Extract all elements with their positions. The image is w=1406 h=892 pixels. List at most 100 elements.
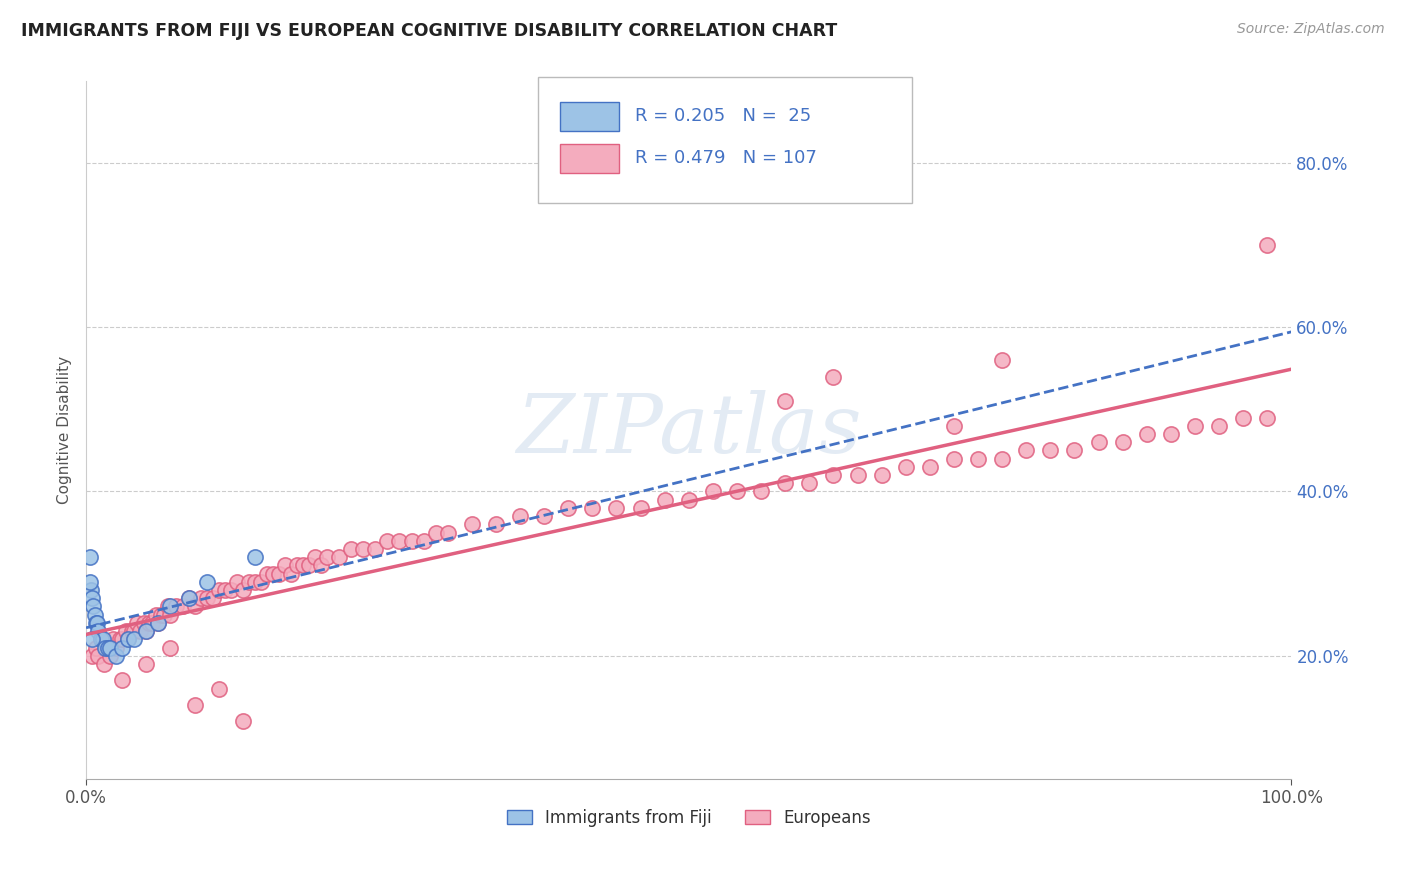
Point — [846, 468, 869, 483]
Point — [533, 509, 555, 524]
Point — [108, 632, 131, 647]
Point — [111, 640, 134, 655]
Point — [159, 607, 181, 622]
Point — [799, 476, 821, 491]
Point — [509, 509, 531, 524]
Point — [262, 566, 284, 581]
Point — [243, 574, 266, 589]
Point — [145, 607, 167, 622]
Point — [773, 394, 796, 409]
Point — [80, 582, 103, 597]
Point — [98, 648, 121, 663]
Point — [101, 632, 124, 647]
Point — [401, 533, 423, 548]
Point — [702, 484, 724, 499]
Point — [172, 599, 194, 614]
Point — [340, 541, 363, 556]
Point — [90, 632, 112, 647]
Point — [894, 459, 917, 474]
Point — [84, 615, 107, 630]
Point — [208, 582, 231, 597]
Point — [1232, 410, 1254, 425]
Point — [125, 615, 148, 630]
Point — [159, 599, 181, 614]
Point — [274, 558, 297, 573]
Point — [1160, 427, 1182, 442]
Point — [183, 698, 205, 712]
Point — [135, 657, 157, 671]
Point — [309, 558, 332, 573]
Point — [93, 657, 115, 671]
Point — [918, 459, 941, 474]
Point — [377, 533, 399, 548]
Point — [121, 624, 143, 639]
Point — [485, 517, 508, 532]
Point — [190, 591, 212, 606]
Point — [117, 632, 139, 647]
Point — [250, 574, 273, 589]
Point — [352, 541, 374, 556]
Point — [1039, 443, 1062, 458]
Point — [129, 624, 152, 639]
Point — [153, 607, 176, 622]
Point — [79, 550, 101, 565]
Point — [304, 550, 326, 565]
Point — [86, 615, 108, 630]
FancyBboxPatch shape — [560, 144, 619, 173]
Point — [773, 476, 796, 491]
Point — [97, 640, 120, 655]
Point — [195, 591, 218, 606]
Point — [149, 607, 172, 622]
Point — [232, 582, 254, 597]
Point — [256, 566, 278, 581]
Point — [328, 550, 350, 565]
Point — [177, 591, 200, 606]
Point — [1184, 418, 1206, 433]
Y-axis label: Cognitive Disability: Cognitive Disability — [58, 356, 72, 504]
Point — [166, 599, 188, 614]
Point — [82, 648, 104, 663]
Point — [90, 632, 112, 647]
Point — [298, 558, 321, 573]
Text: IMMIGRANTS FROM FIJI VS EUROPEAN COGNITIVE DISABILITY CORRELATION CHART: IMMIGRANTS FROM FIJI VS EUROPEAN COGNITI… — [21, 22, 838, 40]
Point — [436, 525, 458, 540]
Point — [195, 574, 218, 589]
Point — [132, 615, 155, 630]
Point — [138, 615, 160, 630]
Point — [183, 599, 205, 614]
Point — [79, 574, 101, 589]
Text: R = 0.479   N = 107: R = 0.479 N = 107 — [634, 149, 817, 167]
Point — [412, 533, 434, 548]
Point — [117, 632, 139, 647]
Point — [388, 533, 411, 548]
Point — [201, 591, 224, 606]
Point — [97, 640, 120, 655]
Point — [148, 615, 170, 630]
Point — [94, 640, 117, 655]
Point — [1136, 427, 1159, 442]
Point — [991, 451, 1014, 466]
Point — [214, 582, 236, 597]
FancyBboxPatch shape — [538, 78, 911, 203]
Point — [82, 632, 104, 647]
Point — [942, 451, 965, 466]
FancyBboxPatch shape — [560, 102, 619, 131]
Point — [1208, 418, 1230, 433]
Text: ZIPatlas: ZIPatlas — [516, 390, 862, 470]
Point — [581, 500, 603, 515]
Point — [232, 714, 254, 729]
Point — [823, 468, 845, 483]
Point — [98, 640, 121, 655]
Point — [105, 648, 128, 663]
Point — [87, 648, 110, 663]
Point — [141, 615, 163, 630]
Point — [991, 353, 1014, 368]
Point — [557, 500, 579, 515]
Point — [82, 599, 104, 614]
Point — [280, 566, 302, 581]
Point — [749, 484, 772, 499]
Point — [148, 615, 170, 630]
Point — [135, 624, 157, 639]
Point — [678, 492, 700, 507]
Point — [91, 632, 114, 647]
